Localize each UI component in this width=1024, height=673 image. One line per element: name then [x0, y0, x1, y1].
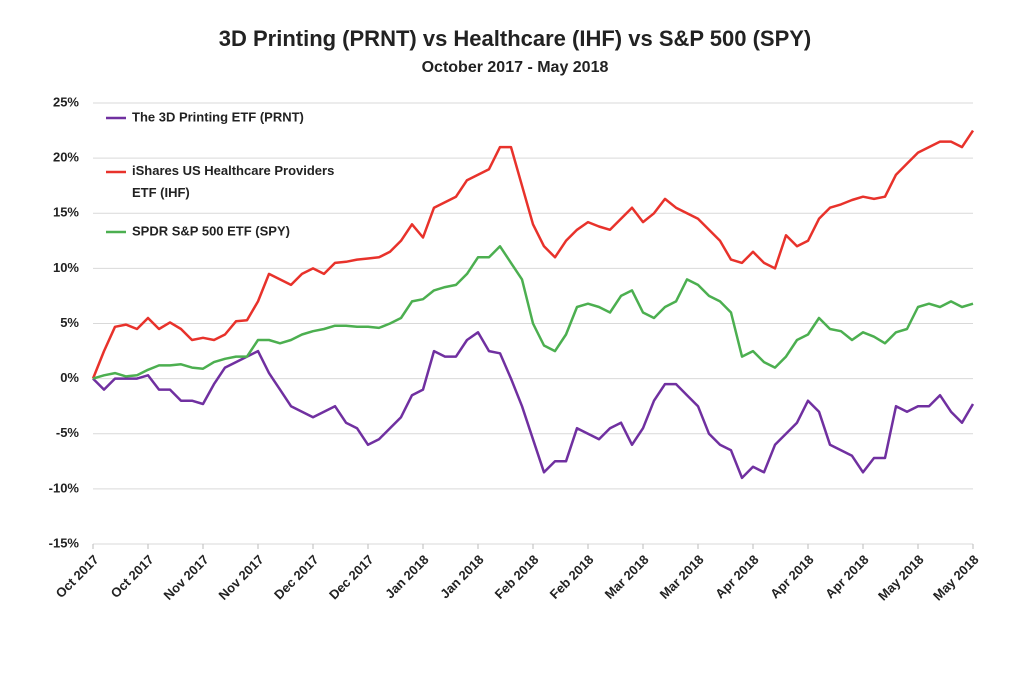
y-tick-label: 10% — [53, 260, 79, 275]
x-tick-label: Jan 2018 — [382, 552, 431, 601]
x-tick-label: Apr 2018 — [767, 552, 816, 601]
x-tick-label: Oct 2017 — [108, 552, 157, 601]
y-tick-label: -5% — [56, 425, 80, 440]
legend-label: SPDR S&P 500 ETF (SPY) — [132, 223, 290, 238]
x-tick-label: Jan 2018 — [437, 552, 486, 601]
y-tick-label: 25% — [53, 94, 79, 109]
x-tick-label: Dec 2017 — [271, 552, 321, 602]
x-tick-label: Mar 2018 — [602, 552, 652, 602]
x-tick-label: May 2018 — [930, 552, 981, 603]
chart-title: 3D Printing (PRNT) vs Healthcare (IHF) v… — [219, 26, 812, 51]
series-line — [91, 129, 975, 380]
legend-label: iShares US Healthcare Providers ETF (IHF) — [132, 163, 334, 200]
y-tick-label: 0% — [60, 370, 79, 385]
x-tick-label: Mar 2018 — [657, 552, 707, 602]
x-tick-label: Apr 2018 — [822, 552, 871, 601]
x-tick-label: Apr 2018 — [712, 552, 761, 601]
y-tick-label: 5% — [60, 315, 79, 330]
series-line — [92, 245, 974, 380]
legend-label-line: iShares US Healthcare Providers — [132, 163, 334, 178]
legend-label: The 3D Printing ETF (PRNT) — [132, 109, 304, 124]
x-tick-label: Nov 2017 — [161, 552, 212, 603]
x-tick-label: Oct 2017 — [53, 552, 102, 601]
x-tick-label: Feb 2018 — [492, 552, 542, 602]
x-tick-label: Dec 2017 — [326, 552, 376, 602]
y-tick-label: -10% — [49, 480, 80, 495]
series-line — [92, 331, 975, 480]
y-tick-label: 20% — [53, 150, 79, 165]
legend-label-line: ETF (IHF) — [132, 185, 190, 200]
y-tick-label: 15% — [53, 205, 79, 220]
x-tick-label: May 2018 — [875, 552, 926, 603]
x-tick-label: Nov 2017 — [216, 552, 267, 603]
y-tick-label: -15% — [49, 535, 80, 550]
x-tick-label: Feb 2018 — [547, 552, 597, 602]
chart-subtitle: October 2017 - May 2018 — [422, 59, 609, 76]
